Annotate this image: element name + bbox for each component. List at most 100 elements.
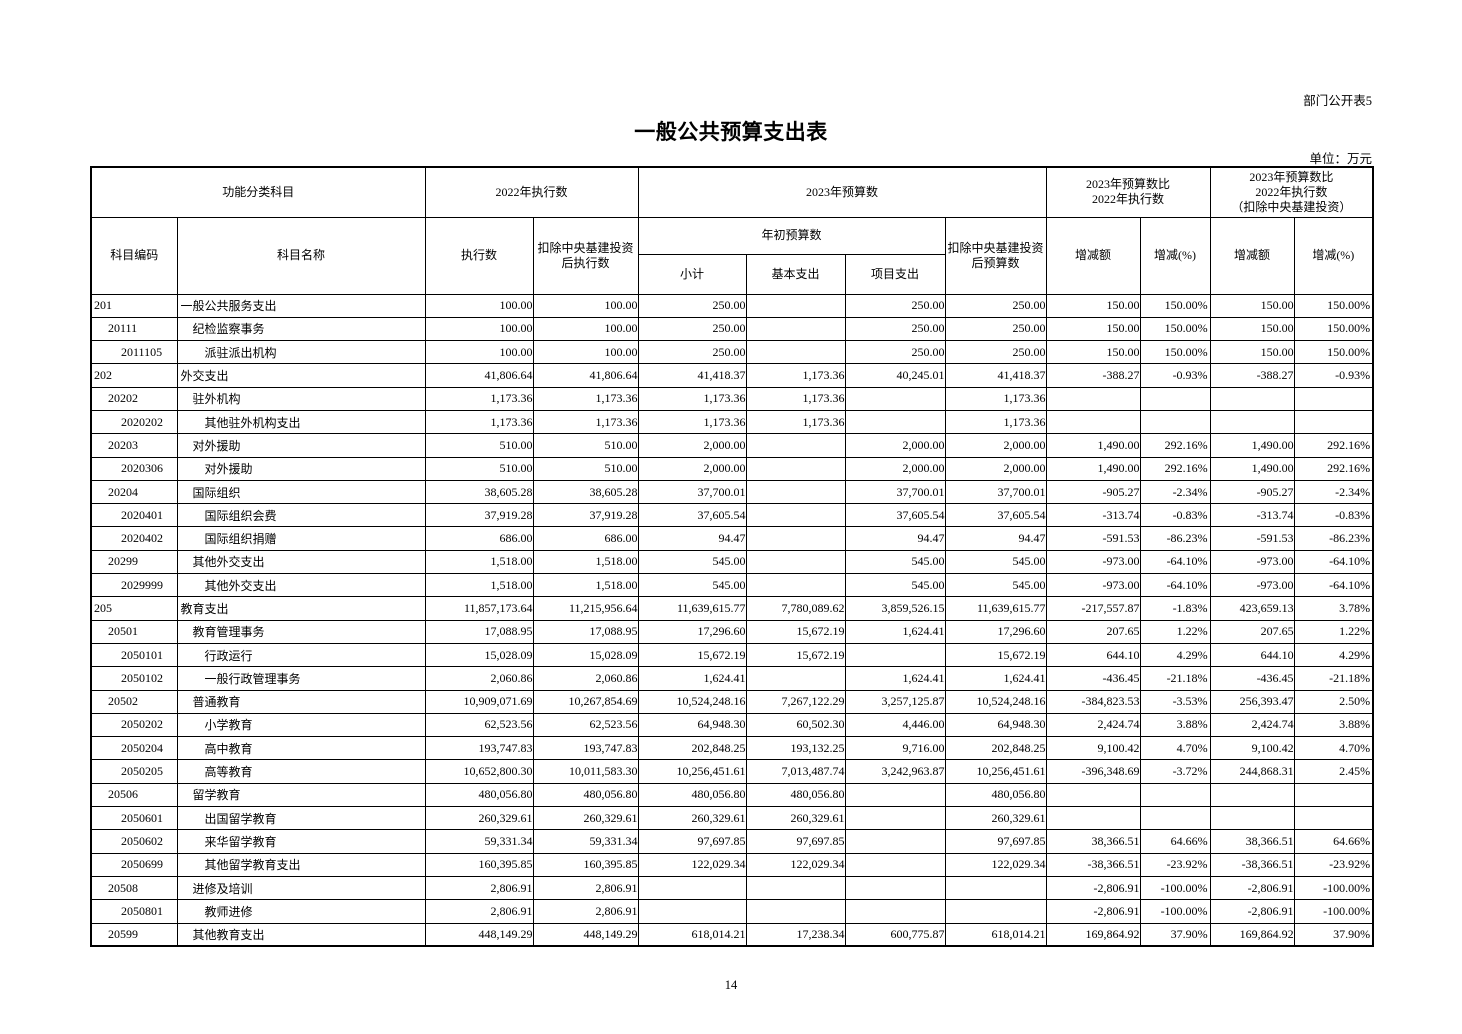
cell-change-pct-1: 3.88% xyxy=(1139,712,1211,738)
row-name: 对外援助 xyxy=(176,433,426,458)
cell-exec: 510.00 xyxy=(424,433,534,458)
page-number: 14 xyxy=(724,978,738,992)
cell-exec-net: 686.00 xyxy=(532,526,639,551)
row-code: 20508 xyxy=(90,875,178,901)
cell-change-pct-1: -2.34% xyxy=(1139,479,1211,505)
cell-budget-net: 250.00 xyxy=(944,340,1047,365)
row-name: 高等教育 xyxy=(176,759,426,784)
row-name: 留学教育 xyxy=(176,782,426,808)
cell-basic: 15,672.19 xyxy=(745,619,846,644)
header-col-change-pct-2: 增减(%) xyxy=(1293,216,1374,295)
row-code: 2020306 xyxy=(90,456,178,481)
row-name: 其他驻外机构支出 xyxy=(176,409,426,435)
cell-change-pct-1: 64.66% xyxy=(1139,829,1211,854)
row-code: 205 xyxy=(90,596,178,621)
table-row: 20502 普通教育 10,909,071.69 10,267,854.69 10,52… xyxy=(90,689,1374,714)
cell-change-pct-2: -2.34% xyxy=(1293,479,1374,505)
cell-change-pct-2 xyxy=(1293,409,1374,435)
row-code: 2020202 xyxy=(90,409,178,435)
cell-subtotal: 64,948.30 xyxy=(637,712,747,738)
cell-budget-net: 545.00 xyxy=(944,573,1047,598)
cell-change-pct-2 xyxy=(1293,806,1374,831)
row-name: 国际组织捐赠 xyxy=(176,526,426,551)
row-name: 一般公共服务支出 xyxy=(176,293,426,318)
cell-budget-net: 1,173.36 xyxy=(944,409,1047,435)
cell-exec-net: 2,806.91 xyxy=(532,899,639,924)
cell-budget-net: 94.47 xyxy=(944,526,1047,551)
row-code: 2050601 xyxy=(90,806,178,831)
cell-exec: 41,806.64 xyxy=(424,363,534,388)
cell-basic xyxy=(745,526,846,551)
cell-budget-net: 37,700.01 xyxy=(944,479,1047,505)
cell-project: 545.00 xyxy=(844,573,946,598)
cell-change-pct-2 xyxy=(1293,782,1374,808)
cell-exec-net: 193,747.83 xyxy=(532,736,639,761)
cell-change-pct-1: -3.72% xyxy=(1139,759,1211,784)
row-name: 行政运行 xyxy=(176,642,426,668)
cell-budget-net xyxy=(944,875,1047,901)
cell-change-pct-1: -100.00% xyxy=(1139,875,1211,901)
cell-subtotal: 10,524,248.16 xyxy=(637,689,747,714)
cell-project: 40,245.01 xyxy=(844,363,946,388)
cell-subtotal: 250.00 xyxy=(637,316,747,342)
cell-project: 3,257,125.87 xyxy=(844,689,946,714)
header-group-function: 功能分类科目 xyxy=(90,166,426,218)
cell-change-pct-1: 4.70% xyxy=(1139,736,1211,761)
table-row: 20599 其他教育支出 448,149.29 448,149.29 618,014.2… xyxy=(90,922,1374,947)
row-code: 201 xyxy=(90,293,178,318)
row-name: 一般行政管理事务 xyxy=(176,666,426,691)
cell-change-pct-1: 4.29% xyxy=(1139,642,1211,668)
cell-project: 3,859,526.15 xyxy=(844,596,946,621)
cell-exec-net: 59,331.34 xyxy=(532,829,639,854)
cell-change-amt-1 xyxy=(1045,782,1141,808)
cell-change-amt-1: -388.27 xyxy=(1045,363,1141,388)
cell-subtotal: 15,672.19 xyxy=(637,642,747,668)
row-code: 2050602 xyxy=(90,829,178,854)
table-row: 2020402 国际组织捐赠 686.00 686.00 94.47 94.47 94.47… xyxy=(90,526,1374,551)
header-col-change-amt-2: 增减额 xyxy=(1209,216,1295,295)
cell-budget-net: 202,848.25 xyxy=(944,736,1047,761)
cell-exec-net: 448,149.29 xyxy=(532,922,639,947)
cell-basic xyxy=(745,875,846,901)
table-row: 2050699 其他留学教育支出 160,395.85 160,395.85 122,0… xyxy=(90,852,1374,877)
cell-budget-net: 1,173.36 xyxy=(944,386,1047,411)
cell-exec-net: 11,215,956.64 xyxy=(532,596,639,621)
cell-change-amt-2: -38,366.51 xyxy=(1209,852,1295,877)
cell-change-pct-2: 2.50% xyxy=(1293,689,1374,714)
table-row: 2050101 行政运行 15,028.09 15,028.09 15,672.19 15… xyxy=(90,642,1374,668)
cell-change-pct-2: 150.00% xyxy=(1293,293,1374,318)
cell-project xyxy=(844,829,946,854)
cell-budget-net: 545.00 xyxy=(944,549,1047,575)
header-col-exec-net: 扣除中央基建投资 后执行数 xyxy=(532,216,639,295)
cell-project xyxy=(844,409,946,435)
cell-subtotal: 17,296.60 xyxy=(637,619,747,644)
cell-change-amt-2: 38,366.51 xyxy=(1209,829,1295,854)
cell-basic xyxy=(745,433,846,458)
cell-change-pct-2: -86.23% xyxy=(1293,526,1374,551)
table-row: 2050102 一般行政管理事务 2,060.86 2,060.86 1,624.41 1… xyxy=(90,666,1374,691)
cell-exec: 100.00 xyxy=(424,340,534,365)
cell-change-pct-2: -100.00% xyxy=(1293,875,1374,901)
cell-change-amt-2: -388.27 xyxy=(1209,363,1295,388)
cell-project xyxy=(844,386,946,411)
cell-budget-net: 2,000.00 xyxy=(944,456,1047,481)
cell-subtotal: 1,173.36 xyxy=(637,386,747,411)
row-code: 20501 xyxy=(90,619,178,644)
cell-budget-net: 2,000.00 xyxy=(944,433,1047,458)
cell-change-amt-2: 150.00 xyxy=(1209,340,1295,365)
cell-change-pct-1: -1.83% xyxy=(1139,596,1211,621)
cell-project: 250.00 xyxy=(844,316,946,342)
cell-change-pct-2: -100.00% xyxy=(1293,899,1374,924)
header-group-compare-net: 2023年预算数比 2022年执行数 （扣除中央基建投资） xyxy=(1209,166,1374,218)
cell-change-pct-2: 4.70% xyxy=(1293,736,1374,761)
cell-change-amt-2: -2,806.91 xyxy=(1209,899,1295,924)
cell-subtotal: 10,256,451.61 xyxy=(637,759,747,784)
cell-subtotal: 41,418.37 xyxy=(637,363,747,388)
cell-change-pct-2: 2.45% xyxy=(1293,759,1374,784)
row-name: 出国留学教育 xyxy=(176,806,426,831)
cell-change-amt-2: 423,659.13 xyxy=(1209,596,1295,621)
row-code: 2020402 xyxy=(90,526,178,551)
cell-subtotal: 2,000.00 xyxy=(637,456,747,481)
cell-change-pct-2: -0.83% xyxy=(1293,503,1374,528)
cell-change-amt-1: 150.00 xyxy=(1045,316,1141,342)
